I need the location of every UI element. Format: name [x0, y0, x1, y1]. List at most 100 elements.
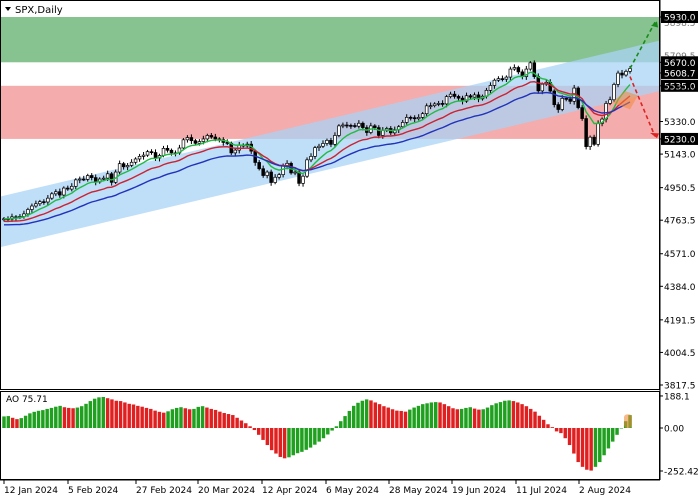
ao-bar	[166, 411, 170, 428]
ao-bar	[71, 408, 75, 428]
candle-body	[596, 123, 600, 145]
candle-body	[349, 125, 353, 127]
candle	[492, 78, 497, 89]
x-tick-label: 27 Feb 2024	[136, 486, 192, 496]
candle	[50, 192, 54, 200]
ao-bar	[196, 406, 201, 428]
ao-bar	[205, 407, 209, 428]
candle	[496, 76, 501, 82]
ao-bar	[10, 417, 15, 428]
candle-body	[85, 175, 90, 180]
candle	[117, 160, 122, 175]
ao-bar	[330, 428, 334, 431]
ao-bar	[498, 402, 503, 428]
price-label-box	[661, 11, 698, 23]
candle	[165, 145, 170, 153]
candle-body	[353, 125, 357, 127]
candle	[181, 138, 186, 151]
candle-body	[34, 203, 38, 207]
ao-bar	[421, 404, 425, 428]
ao-bar	[360, 400, 365, 428]
ao-bar	[619, 428, 624, 429]
ao-bar	[598, 428, 602, 463]
ao-tick-label: -252.42	[664, 468, 699, 478]
candle	[209, 133, 214, 139]
candle-body	[556, 104, 560, 110]
candle-body	[149, 151, 154, 154]
ao-bar	[179, 407, 183, 428]
ao-bar	[97, 397, 101, 428]
ao-bar	[123, 402, 127, 428]
triangle-down-icon[interactable]	[5, 7, 11, 11]
ao-bar	[218, 411, 222, 428]
candle-body	[436, 103, 441, 105]
candle	[141, 152, 146, 160]
ao-bar	[425, 403, 429, 428]
symbol-title: SPX,Daily	[15, 5, 63, 16]
candle	[261, 165, 265, 178]
ao-bar	[399, 410, 403, 428]
candle-body	[233, 149, 238, 154]
ao-bar	[92, 398, 97, 428]
x-tick-label: 28 May 2024	[389, 486, 448, 496]
candle	[277, 172, 281, 180]
ao-bar	[304, 428, 308, 450]
candle	[596, 120, 600, 147]
x-tick-label: 6 May 2024	[326, 486, 379, 496]
ao-bar	[105, 398, 110, 428]
ao-bar	[364, 399, 369, 428]
candle	[416, 114, 421, 121]
candle	[488, 82, 493, 94]
candle-body	[125, 165, 130, 168]
ao-bar	[408, 409, 412, 428]
candle	[620, 69, 624, 79]
candle-body	[81, 178, 86, 181]
ao-bar	[507, 400, 511, 428]
candle-body	[444, 96, 449, 105]
candle-body	[205, 135, 210, 140]
ao-bar	[537, 415, 542, 428]
ao-bar	[75, 407, 80, 428]
candle	[552, 89, 556, 108]
candle-body	[412, 117, 417, 120]
candle	[624, 69, 628, 77]
y-tick-label: 3817.5	[664, 382, 696, 392]
ao-bar	[572, 428, 576, 454]
candle-body	[532, 62, 537, 77]
ao-label: AO 75.71	[6, 395, 48, 405]
ao-bar	[563, 428, 567, 439]
ao-bar	[351, 405, 356, 428]
ao-bar	[6, 416, 11, 428]
price-label-box	[661, 56, 698, 69]
candle-body	[345, 124, 349, 127]
ao-bar	[438, 402, 442, 428]
candle	[85, 173, 90, 182]
candle	[70, 183, 74, 192]
candle-body	[464, 95, 469, 102]
ao-bar	[222, 413, 226, 428]
candle-body	[408, 116, 413, 119]
candle-body	[74, 179, 78, 187]
y-tick-label: 4950.5	[664, 184, 696, 194]
ao-tick-label: 188.1	[664, 392, 690, 402]
ao-bar	[19, 418, 23, 428]
ao-bar	[23, 415, 28, 428]
candle	[424, 103, 429, 117]
candle-body	[269, 171, 273, 183]
ao-bar	[261, 428, 265, 440]
candle	[89, 173, 94, 181]
candle	[440, 100, 445, 107]
candle-body	[325, 139, 329, 144]
ao-bar	[88, 401, 93, 428]
candle-body	[456, 96, 461, 99]
candle-body	[321, 143, 325, 147]
symbol-header[interactable]: SPX,Daily	[5, 5, 63, 16]
bearish-forecast-arrow	[629, 76, 656, 137]
candle	[125, 162, 130, 171]
x-tick-label: 5 Feb 2024	[68, 486, 119, 496]
ao-bar	[231, 415, 235, 428]
candle-body	[313, 147, 317, 157]
candle-body	[181, 139, 186, 149]
candle	[345, 121, 349, 129]
candle	[193, 138, 198, 146]
